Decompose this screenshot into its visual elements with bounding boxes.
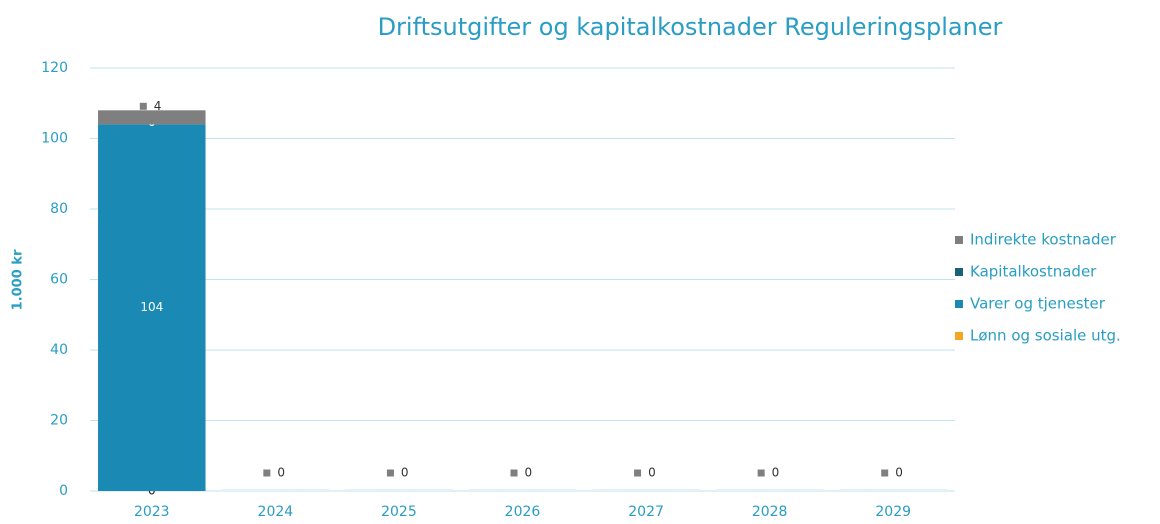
x-tick-label: 2025 — [381, 504, 417, 520]
x-tick-label: 2024 — [258, 504, 294, 520]
bar-base — [839, 489, 947, 491]
bar-segment — [98, 124, 206, 492]
y-tick-label: 20 — [50, 413, 68, 429]
legend-label: Varer og tjenester — [970, 295, 1106, 313]
legend-label: Indirekte kostnader — [970, 231, 1117, 249]
legend-label: Lønn og sosiale utg. — [970, 327, 1121, 345]
data-label: 0 — [401, 466, 409, 480]
data-label: 0 — [648, 466, 656, 480]
y-tick-label: 120 — [41, 60, 68, 76]
label-marker — [881, 469, 889, 477]
label-marker — [634, 469, 642, 477]
label-marker — [757, 469, 765, 477]
bar-base — [345, 489, 453, 491]
x-tick-label: 2029 — [875, 504, 911, 520]
x-tick-label: 2028 — [752, 504, 788, 520]
legend-swatch — [955, 268, 963, 276]
legend-swatch — [955, 300, 963, 308]
label-marker — [139, 102, 147, 110]
bar-segment — [98, 110, 206, 125]
bar-base — [468, 489, 577, 491]
label-marker — [386, 469, 394, 477]
y-axis-label: 1.000 kr — [11, 249, 26, 310]
y-tick-label: 80 — [50, 201, 68, 217]
label-marker — [510, 469, 518, 477]
data-label: 0 — [772, 466, 780, 480]
x-tick-label: 2027 — [628, 504, 664, 520]
x-tick-label: 2023 — [134, 504, 170, 520]
data-label: 104 — [140, 300, 163, 314]
bar-base — [715, 489, 824, 491]
y-tick-label: 100 — [41, 131, 68, 147]
data-label: 0 — [277, 466, 285, 480]
y-tick-label: 60 — [50, 272, 68, 288]
y-tick-label: 0 — [59, 483, 68, 499]
legend-swatch — [955, 332, 963, 340]
y-tick-label: 40 — [50, 342, 68, 358]
label-marker — [263, 469, 271, 477]
bar-base — [592, 489, 700, 491]
legend-swatch — [955, 236, 963, 244]
data-label: 4 — [154, 99, 162, 113]
chart-title: Driftsutgifter og kapitalkostnader Regul… — [378, 13, 1003, 41]
data-label: 0 — [895, 466, 903, 480]
data-label: 0 — [525, 466, 533, 480]
x-tick-label: 2026 — [505, 504, 541, 520]
bar-base — [221, 489, 330, 491]
legend-label: Kapitalkostnader — [970, 263, 1097, 281]
